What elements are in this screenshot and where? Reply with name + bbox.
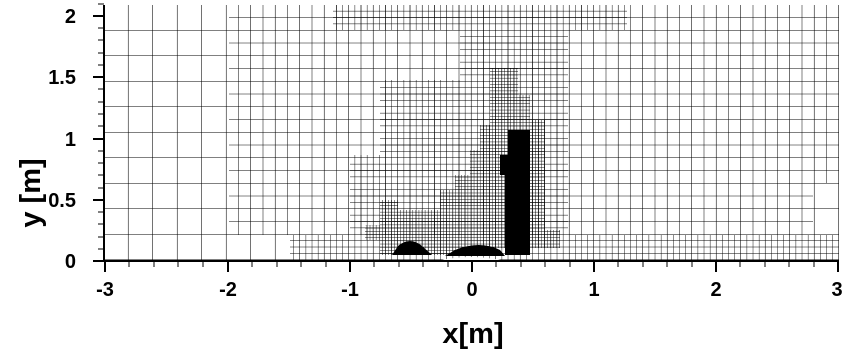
y-tick-label: 0 [65, 251, 76, 273]
x-tick-label: 0 [466, 279, 477, 301]
x-tick-label: 2 [710, 279, 721, 301]
y-tick-label: 0.5 [48, 190, 76, 212]
y-ticks [93, 15, 104, 262]
y-tick-label: 2 [65, 6, 76, 28]
x-tick-label: -2 [219, 279, 237, 301]
x-axis-title: x[m] [442, 318, 503, 350]
x-tick-label: -1 [341, 279, 359, 301]
mesh-level-3 [290, 5, 839, 261]
y-minor-ticks [98, 3, 104, 250]
x-ticks [104, 261, 839, 272]
mesh-grid [104, 5, 839, 261]
x-tick-label: -3 [96, 279, 114, 301]
y-tick-label: 1.5 [48, 67, 76, 89]
x-minor-ticks [128, 261, 815, 267]
x-tick-label: 3 [831, 279, 842, 301]
y-tick-label: 1 [65, 129, 76, 151]
x-tick-label: 1 [588, 279, 599, 301]
mesh-dense-core [392, 130, 530, 256]
y-axis-title: y [m] [15, 158, 47, 227]
